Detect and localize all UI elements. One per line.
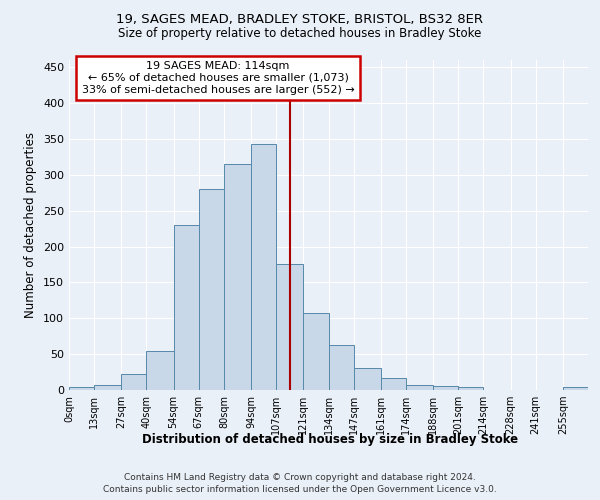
Bar [381,378,406,390]
Y-axis label: Number of detached properties: Number of detached properties [25,132,37,318]
Bar [146,350,173,390]
Bar [121,374,146,390]
Bar [94,385,121,390]
Text: 19 SAGES MEAD: 114sqm
← 65% of detached houses are smaller (1,073)
33% of semi-d: 19 SAGES MEAD: 114sqm ← 65% of detached … [82,62,355,94]
Text: Distribution of detached houses by size in Bradley Stoke: Distribution of detached houses by size … [142,432,518,446]
Text: Size of property relative to detached houses in Bradley Stoke: Size of property relative to detached ho… [118,28,482,40]
Bar [276,264,304,390]
Text: 19, SAGES MEAD, BRADLEY STOKE, BRISTOL, BS32 8ER: 19, SAGES MEAD, BRADLEY STOKE, BRISTOL, … [116,12,484,26]
Bar [69,387,94,390]
Text: Contains public sector information licensed under the Open Government Licence v3: Contains public sector information licen… [103,485,497,494]
Bar [251,144,276,390]
Bar [353,368,381,390]
Bar [433,386,458,390]
Bar [406,385,433,390]
Bar [563,387,588,390]
Bar [224,164,251,390]
Bar [304,312,329,390]
Text: Contains HM Land Registry data © Crown copyright and database right 2024.: Contains HM Land Registry data © Crown c… [124,472,476,482]
Bar [329,345,353,390]
Bar [199,189,224,390]
Bar [458,387,484,390]
Bar [173,225,199,390]
